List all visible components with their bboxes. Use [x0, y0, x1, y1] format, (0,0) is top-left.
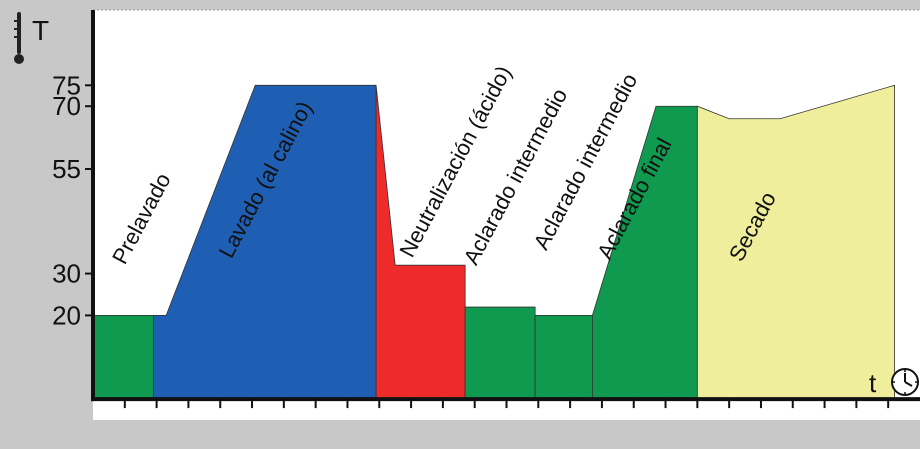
clock-icon	[891, 368, 919, 396]
y-tick-label: 20	[52, 300, 81, 330]
y-axis-label: T	[32, 15, 49, 46]
phase-area	[92, 315, 154, 400]
y-tick-label: 30	[52, 259, 81, 289]
thermometer-icon	[14, 12, 24, 64]
x-axis-label: t	[869, 368, 877, 398]
phase-area	[696, 84, 895, 400]
y-tick-label: 55	[52, 154, 81, 184]
phase-area	[464, 306, 536, 400]
y-tick-label: 75	[52, 70, 81, 100]
y-tick-label: 70	[52, 91, 81, 121]
phase-area	[534, 315, 593, 400]
